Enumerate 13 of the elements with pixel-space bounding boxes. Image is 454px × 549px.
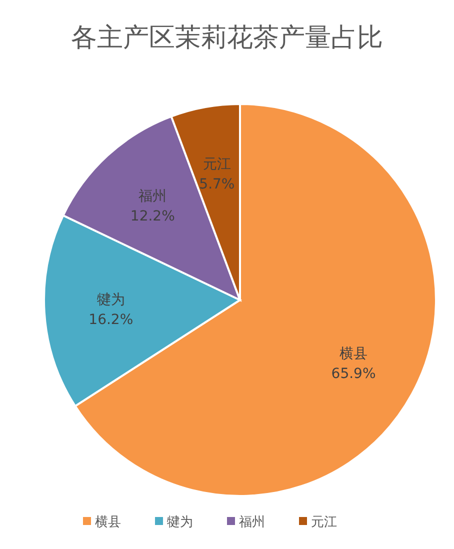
legend-label: 横县 [95, 515, 121, 530]
data-label: 16.2% [88, 312, 134, 328]
slice-label: 横县 [340, 346, 368, 362]
legend-label: 福州 [239, 515, 265, 530]
slice-label: 犍为 [96, 292, 125, 308]
slice-label: 元江 [202, 156, 231, 173]
data-label: 5.7% [199, 176, 235, 193]
chart-title: 各主产区茉莉花茶产量占比 [71, 23, 383, 53]
legend-label: 元江 [311, 515, 337, 530]
data-label: 12.2% [130, 208, 175, 225]
slice-label: 福州 [138, 188, 167, 205]
legend-label: 犍为 [167, 515, 193, 530]
data-label: 65.9% [331, 366, 376, 382]
